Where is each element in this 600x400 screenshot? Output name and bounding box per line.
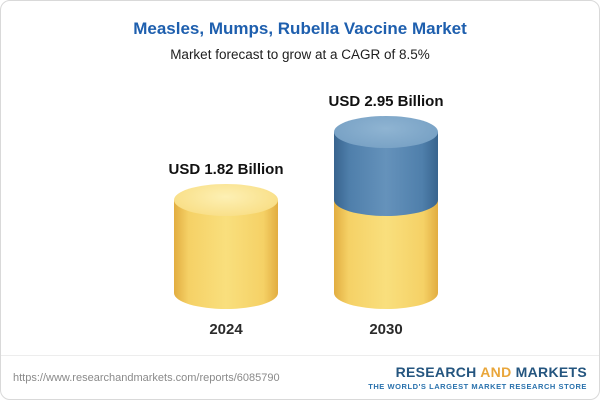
footer: https://www.researchandmarkets.com/repor… (1, 355, 599, 399)
value-label-2030: USD 2.95 Billion (328, 93, 444, 110)
logo-and: AND (480, 364, 512, 381)
cylinder-2030-top-ellipse (334, 116, 438, 148)
source-url: https://www.researchandmarkets.com/repor… (13, 371, 280, 384)
brand-logo-tagline: THE WORLD'S LARGEST MARKET RESEARCH STOR… (368, 381, 587, 391)
cylinder-2024-top-ellipse (174, 184, 278, 216)
cylinder-2024 (174, 184, 278, 309)
bar-2030: USD 2.95 Billion (328, 93, 444, 309)
x-tick-2024: 2024 (209, 321, 243, 338)
chart-title: Measles, Mumps, Rubella Vaccine Market (133, 19, 467, 38)
chart-subtitle: Market forecast to grow at a CAGR of 8.5… (170, 47, 430, 62)
cylinder-2030-base-segment (334, 200, 438, 309)
brand-logo-name: RESEARCH AND MARKETS (368, 364, 587, 382)
value-label-2024: USD 1.82 Billion (168, 161, 284, 178)
logo-markets: MARKETS (511, 364, 587, 381)
cylinder-2030 (334, 116, 438, 309)
brand-logo: RESEARCH AND MARKETS THE WORLD'S LARGEST… (368, 364, 587, 391)
logo-research: RESEARCH (395, 364, 481, 381)
bar-2024: USD 1.82 Billion (168, 161, 284, 309)
x-tick-2030: 2030 (369, 321, 403, 338)
cylinder-2024-body (174, 200, 278, 309)
